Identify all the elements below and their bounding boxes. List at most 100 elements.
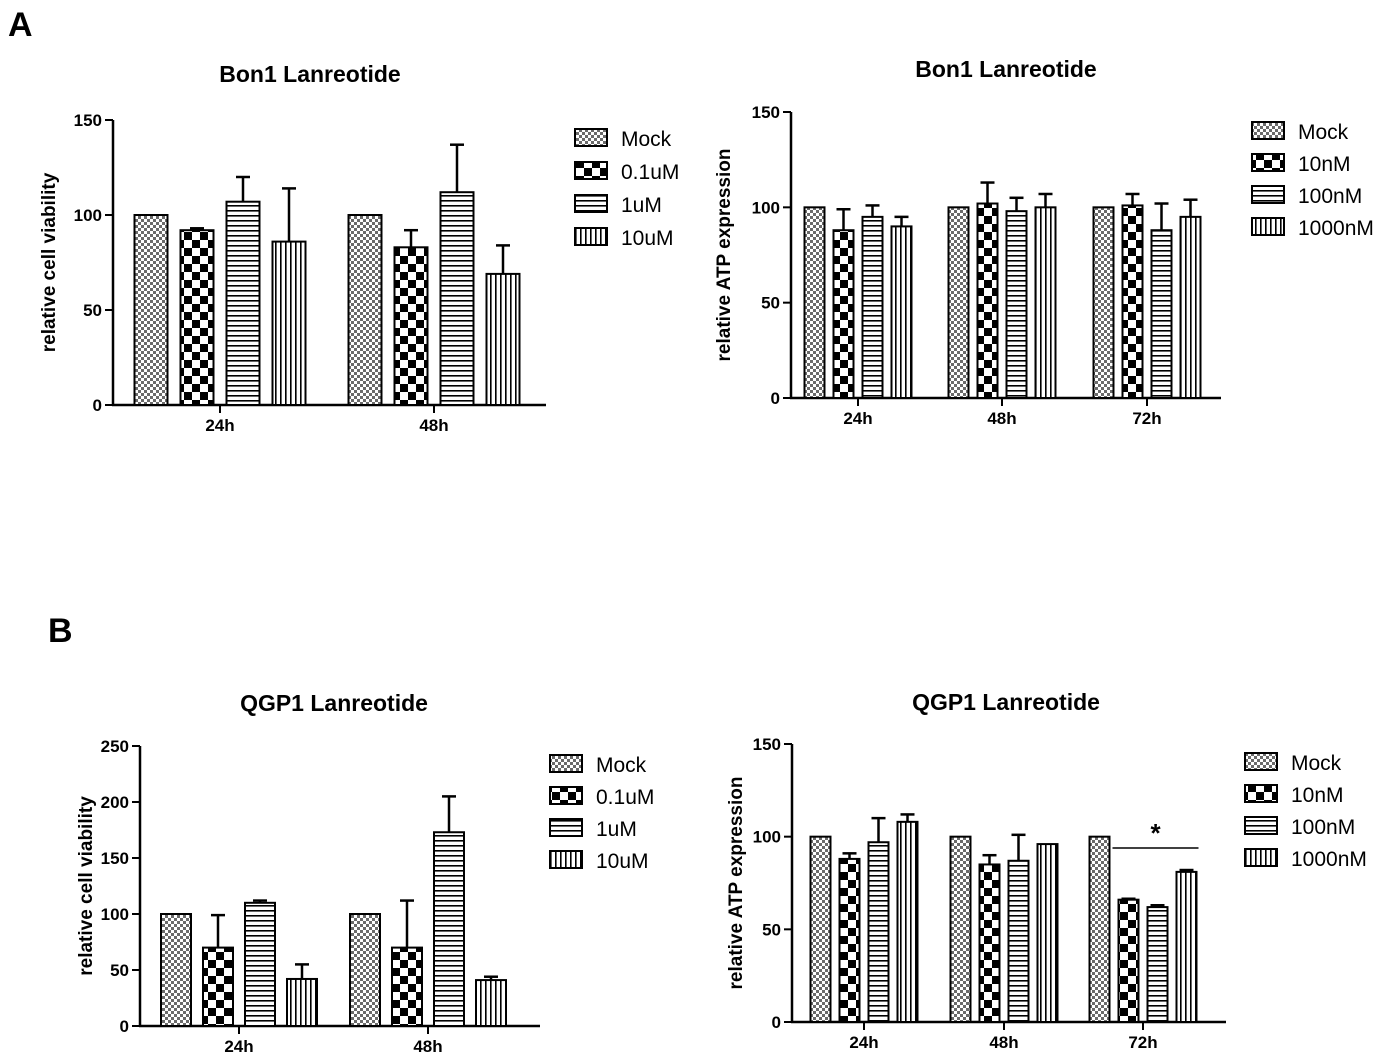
x-tick-label: 72h [1128,1033,1157,1052]
bar-100nM-48h [1007,859,1030,1024]
legend-label: Mock [621,128,672,151]
legend-swatch-100nM [1244,816,1278,835]
y-axis-label: relative cell viability [76,796,97,976]
chart-4: QGP1 Lanreotide relative ATP expression 0 5… [726,689,1367,1052]
chart-3: QGP1 Lanreotide relative cell viability 0 5… [76,690,654,1056]
bar-10uM-24h [271,240,307,406]
bar-100nM-72h [1146,906,1169,1023]
bar-10nM-72h [1121,204,1144,399]
bar-1uM-48h [433,831,465,1027]
x-tick-label: 24h [205,416,234,435]
x-tick-label: 24h [849,1033,878,1052]
y-tick-label: 0 [772,1013,781,1032]
y-tick-label: 150 [74,111,102,130]
legend-swatch-1uM [574,194,608,213]
legend-label: Mock [1291,752,1342,775]
legend-swatch-10nM [1251,153,1285,172]
bar-0.1uM-24h [179,229,215,406]
bar-10nM-24h [832,229,855,399]
bar-Mock-48h [349,913,381,1027]
legend-swatch-1000nM [1251,217,1285,236]
bar-1000nM-72h [1179,215,1202,399]
bar-100nM-24h [867,841,890,1024]
bar-10uM-48h [485,272,521,406]
y-tick-label: 100 [74,206,102,225]
legend-label: 1uM [596,818,637,841]
x-tick-label: 48h [987,409,1016,428]
y-axis-label: relative ATP expression [726,777,747,990]
bar-Mock-48h [947,206,970,399]
bar-1uM-24h [244,901,276,1027]
bar-Mock-72h [1088,835,1111,1024]
legend-label: 1000nM [1291,848,1367,871]
bar-0.1uM-48h [391,946,423,1027]
y-axis-label: relative cell viability [39,172,60,352]
bar-1uM-24h [225,200,261,406]
y-tick-label: 100 [101,905,129,924]
bar-10nM-24h [838,857,861,1024]
y-tick-label: 0 [771,389,780,408]
bar-Mock-24h [133,214,169,406]
bar-10nM-72h [1117,898,1140,1023]
bar-Mock-48h [347,214,383,406]
legend-swatch-0.1uM [574,161,608,180]
y-tick-label: 100 [752,198,780,217]
legend-label: 10uM [621,227,674,250]
y-tick-label: 0 [93,396,102,415]
bar-Mock-24h [809,835,832,1024]
bar-100nM-72h [1150,229,1173,399]
bar-10uM-24h [286,977,318,1028]
bar-1000nM-48h [1036,843,1059,1024]
y-tick-label: 150 [753,735,781,754]
legend-swatch-0.1uM [549,786,583,805]
legend-swatch-10uM [549,850,583,869]
x-tick-label: 48h [989,1033,1018,1052]
legend-label: 1000nM [1298,217,1374,240]
legend-label: 10uM [596,850,649,873]
x-tick-label: 48h [413,1037,442,1056]
legend-swatch-100nM [1251,185,1285,204]
y-tick-label: 150 [101,849,129,868]
y-tick-label: 50 [761,294,780,313]
bar-1000nM-72h [1175,870,1198,1023]
bar-0.1uM-24h [202,946,234,1027]
bar-10nM-48h [978,863,1001,1024]
legend-swatch-10nM [1244,784,1278,803]
legend-label: 0.1uM [596,786,654,809]
legend-label: Mock [596,754,647,777]
bar-10nM-48h [976,202,999,399]
bar-100nM-24h [861,215,884,399]
legend-label: 0.1uM [621,161,679,184]
bar-0.1uM-48h [393,246,429,406]
legend-label: 10nM [1298,153,1351,176]
legend-label: 10nM [1291,784,1344,807]
y-tick-label: 150 [752,103,780,122]
panel-label-a: A [8,6,33,44]
bar-Mock-48h [949,835,972,1024]
y-axis-label: relative ATP expression [714,149,735,362]
y-tick-label: 50 [83,301,102,320]
legend-swatch-Mock [549,754,583,773]
legend-swatch-Mock [574,128,608,147]
legend-swatch-1uM [549,818,583,837]
x-tick-label: 24h [224,1037,253,1056]
legend-label: 100nM [1291,816,1355,839]
bar-1000nM-48h [1034,206,1057,399]
legend-swatch-Mock [1244,752,1278,771]
bar-Mock-24h [160,913,192,1027]
legend-label: 100nM [1298,185,1362,208]
significance-star: * [1150,818,1161,848]
legend-swatch-Mock [1251,121,1285,140]
bar-Mock-72h [1092,206,1115,399]
bar-Mock-24h [803,206,826,399]
y-tick-label: 200 [101,793,129,812]
chart-2: Bon1 Lanreotide relative ATP expression 0 5… [714,56,1374,428]
y-tick-label: 250 [101,737,129,756]
legend-label: 1uM [621,194,662,217]
chart-title: QGP1 Lanreotide [240,690,428,716]
y-tick-label: 50 [762,920,781,939]
bar-1000nM-24h [890,225,913,399]
legend-swatch-10uM [574,227,608,246]
chart-title: Bon1 Lanreotide [219,61,400,87]
legend-label: Mock [1298,121,1349,144]
